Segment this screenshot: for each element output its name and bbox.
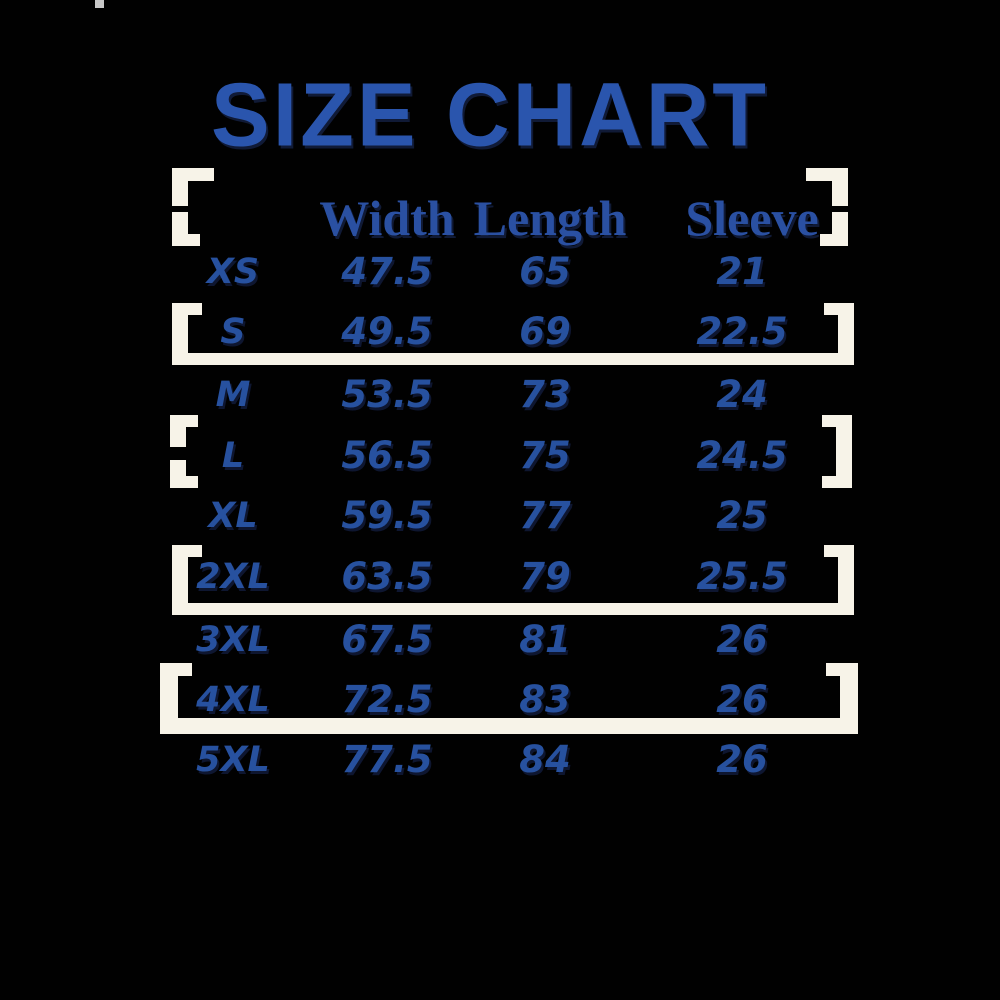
border-fragment (832, 168, 848, 206)
border-fragment (172, 353, 854, 365)
sleeve-value: 21 (716, 250, 768, 293)
border-fragment (838, 545, 854, 615)
width-value: 72.5 (341, 678, 433, 721)
sleeve-value: 25 (716, 494, 768, 537)
border-fragment (160, 663, 178, 734)
table-row: 2XL 63.5 79 25.5 (0, 549, 1000, 605)
width-value: 47.5 (341, 250, 433, 293)
table-row: 3XL 67.5 81 26 (0, 612, 1000, 668)
size-label: S (220, 312, 246, 352)
length-value: 75 (519, 434, 571, 477)
table-row: 4XL 72.5 83 26 (0, 672, 1000, 728)
length-value: 69 (519, 310, 571, 353)
table-row: 5XL 77.5 84 26 (0, 732, 1000, 788)
table-row: M 53.5 73 24 (0, 367, 1000, 423)
border-fragment (824, 545, 854, 557)
sleeve-value: 24 (716, 373, 768, 416)
border-fragment (172, 545, 188, 615)
length-value: 83 (519, 678, 571, 721)
column-header-sleeve: Sleeve (685, 190, 819, 246)
border-fragment (172, 303, 188, 365)
size-label: 4XL (196, 680, 270, 720)
table-row: L 56.5 75 24.5 (0, 428, 1000, 484)
sleeve-value: 26 (716, 618, 768, 661)
size-label: M (215, 375, 251, 415)
border-fragment (826, 663, 858, 676)
width-value: 53.5 (341, 373, 433, 416)
page-title: SIZE CHART (211, 64, 769, 165)
sleeve-value: 26 (716, 738, 768, 781)
table-row: XS 47.5 65 21 (0, 244, 1000, 300)
border-fragment (170, 415, 186, 447)
border-fragment (820, 234, 848, 246)
border-fragment (824, 303, 854, 315)
width-value: 67.5 (341, 618, 433, 661)
border-fragment (838, 303, 854, 365)
sleeve-value: 26 (716, 678, 768, 721)
border-fragment (840, 663, 858, 734)
length-value: 77 (519, 494, 571, 537)
length-value: 65 (519, 250, 571, 293)
size-label: 2XL (196, 557, 270, 597)
table-row: S 49.5 69 22.5 (0, 304, 1000, 360)
sleeve-value: 22.5 (696, 310, 788, 353)
border-fragment (170, 476, 198, 488)
column-header-width: Width (319, 190, 455, 246)
border-fragment (160, 718, 858, 734)
width-value: 59.5 (341, 494, 433, 537)
width-value: 56.5 (341, 434, 433, 477)
length-value: 84 (519, 738, 571, 781)
length-value: 79 (519, 555, 571, 598)
corner-artifact (95, 0, 104, 8)
border-fragment (172, 168, 188, 206)
width-value: 49.5 (341, 310, 433, 353)
sleeve-value: 25.5 (696, 555, 788, 598)
width-value: 63.5 (341, 555, 433, 598)
size-label: 5XL (196, 740, 270, 780)
size-label: 3XL (196, 620, 270, 660)
length-value: 73 (519, 373, 571, 416)
sleeve-value: 24.5 (696, 434, 788, 477)
size-label: XL (208, 496, 258, 536)
length-value: 81 (519, 618, 571, 661)
border-fragment (172, 603, 854, 615)
width-value: 77.5 (341, 738, 433, 781)
border-fragment (172, 234, 200, 246)
column-header-length: Length (473, 190, 627, 246)
table-row: XL 59.5 77 25 (0, 488, 1000, 544)
border-fragment (836, 415, 852, 488)
size-label: XS (206, 252, 260, 292)
border-fragment (822, 476, 852, 488)
size-label: L (221, 436, 245, 476)
